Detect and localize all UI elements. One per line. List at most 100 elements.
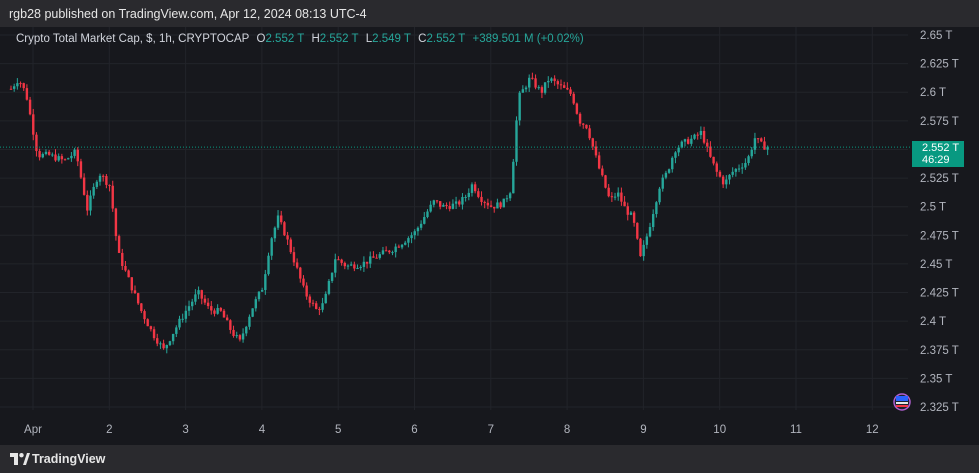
candle-body xyxy=(537,87,540,89)
candle-body xyxy=(562,85,566,88)
candle-body xyxy=(114,208,118,237)
candle-body xyxy=(432,200,436,205)
candle-body xyxy=(435,200,439,202)
candle-body xyxy=(28,99,32,115)
candle-body xyxy=(359,266,362,268)
candle-body xyxy=(473,184,477,192)
candle-body xyxy=(162,343,165,349)
candle-body xyxy=(658,188,661,203)
candle-body xyxy=(629,212,633,215)
candle-body xyxy=(308,296,312,303)
candle-body xyxy=(655,202,658,215)
candle-body xyxy=(57,156,60,161)
candle-body xyxy=(661,177,664,189)
candle-body xyxy=(375,257,378,259)
candle-body xyxy=(585,124,588,129)
flag-stripe xyxy=(896,405,908,407)
candle-body xyxy=(604,175,607,188)
candle-body xyxy=(378,254,381,258)
symbol-label: Crypto Total Market Cap, $, 1h, CRYPTOCA… xyxy=(16,33,250,45)
candle-body xyxy=(197,290,200,295)
candle-body xyxy=(512,161,515,194)
candle-body xyxy=(267,255,270,275)
candle-body xyxy=(741,167,744,169)
candle-body xyxy=(127,270,130,278)
candle-body xyxy=(35,134,38,152)
candle-body xyxy=(737,168,741,170)
candle-body xyxy=(594,146,598,156)
candle-body xyxy=(327,280,331,294)
candle-body xyxy=(419,223,423,228)
y-tick-label: 2.325 T xyxy=(920,402,959,414)
candle-body xyxy=(362,261,366,267)
candle-body xyxy=(254,299,257,309)
candle-body xyxy=(213,310,216,314)
candle-body xyxy=(709,146,712,157)
close-value: 2.552 T xyxy=(426,33,466,45)
candle-body xyxy=(683,139,687,142)
open-label: O xyxy=(256,33,266,45)
candle-body xyxy=(238,335,242,340)
candle-body xyxy=(108,184,111,186)
branding-bar: TradingView xyxy=(0,445,979,473)
x-tick-label: 4 xyxy=(259,424,266,436)
candle-body xyxy=(299,267,302,279)
y-tick-label: 2.525 T xyxy=(920,173,959,185)
y-tick-label: 2.375 T xyxy=(920,345,959,357)
candle-body xyxy=(423,217,426,224)
candle-body xyxy=(130,277,134,291)
candle-body xyxy=(664,172,668,178)
candle-body xyxy=(86,194,89,211)
candle-body xyxy=(566,87,569,90)
candle-body xyxy=(232,329,235,336)
candle-body xyxy=(280,215,283,223)
candle-body xyxy=(559,84,563,86)
bar-countdown: 46:29 xyxy=(922,154,950,166)
candle-body xyxy=(229,320,232,330)
x-tick-label: Apr xyxy=(24,424,42,436)
candle-body xyxy=(365,261,369,264)
candle-body xyxy=(556,81,560,85)
candlestick-chart[interactable]: 2.65 T2.625 T2.6 T2.575 T2.55 T2.525 T2.… xyxy=(0,27,979,445)
candle-body xyxy=(51,154,54,156)
candle-body xyxy=(124,265,127,271)
candle-body xyxy=(156,338,159,344)
publisher-bar: rgb28 published on TradingView.com, Apr … xyxy=(0,0,979,27)
candle-body xyxy=(467,192,470,197)
candle-body xyxy=(22,83,25,89)
candle-body xyxy=(575,103,579,114)
candle-body xyxy=(725,179,728,185)
high-label: H xyxy=(311,33,320,45)
candle-body xyxy=(175,327,178,334)
y-tick-label: 2.35 T xyxy=(920,373,952,385)
candle-body xyxy=(613,196,617,198)
candle-body xyxy=(95,181,99,187)
candle-body xyxy=(744,163,747,168)
candle-body xyxy=(241,333,245,340)
candle-body xyxy=(461,197,464,205)
candle-body xyxy=(302,278,305,286)
candle-body xyxy=(470,184,474,193)
candle-body xyxy=(721,176,725,185)
candle-body xyxy=(98,175,102,182)
candle-body xyxy=(674,152,677,158)
candle-body xyxy=(445,204,448,207)
publisher-line: rgb28 published on TradingView.com, Apr … xyxy=(9,7,367,21)
candle-body xyxy=(454,201,458,204)
chart-panel[interactable]: 2.65 T2.625 T2.6 T2.575 T2.55 T2.525 T2.… xyxy=(0,27,979,445)
candle-body xyxy=(505,198,509,200)
candle-body xyxy=(318,308,321,310)
low-value: 2.549 T xyxy=(372,33,411,45)
candle-body xyxy=(44,151,48,155)
candle-body xyxy=(184,310,188,319)
x-tick-label: 9 xyxy=(640,424,646,436)
y-tick-label: 2.6 T xyxy=(920,87,946,99)
candle-body xyxy=(477,191,480,197)
candle-body xyxy=(632,212,636,223)
candle-body xyxy=(623,201,626,207)
x-tick-label: 6 xyxy=(411,424,417,436)
candle-body xyxy=(92,186,95,196)
low-label: L xyxy=(365,33,373,45)
candle-body xyxy=(677,147,680,153)
candle-body xyxy=(356,267,359,269)
